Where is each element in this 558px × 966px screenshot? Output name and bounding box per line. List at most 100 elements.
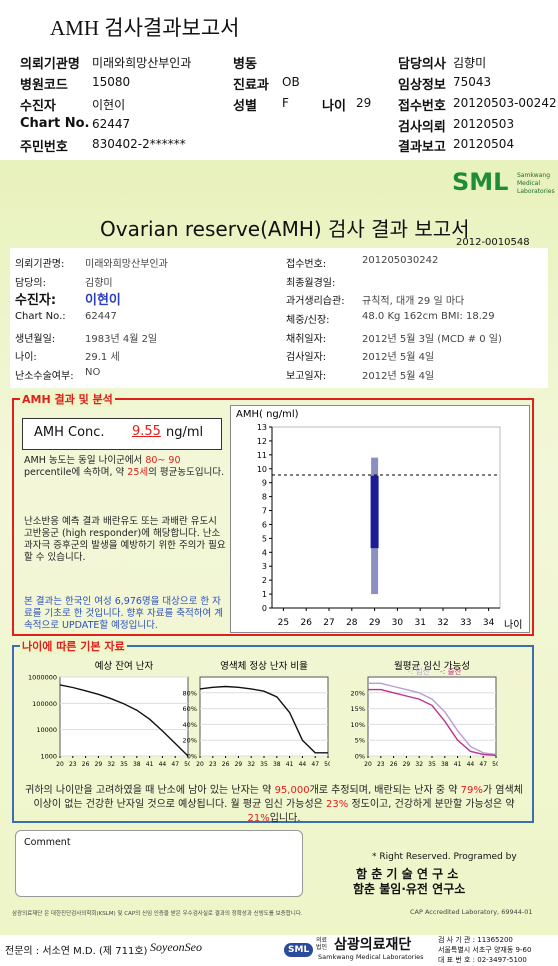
y-axis-title: AMH( ng/ml) bbox=[236, 409, 299, 420]
x-tick-label: 41 bbox=[286, 761, 294, 768]
x-tick-label: 26 bbox=[222, 761, 230, 768]
x-tick-label: 47 bbox=[479, 761, 487, 768]
text-segment: 23% bbox=[326, 799, 349, 810]
field-value: 15080 bbox=[92, 75, 131, 89]
field-value: 이현이 bbox=[92, 98, 126, 112]
info-value: 2012년 5월 4일 bbox=[362, 352, 435, 363]
field-label: Chart No. bbox=[20, 116, 90, 131]
x-tick-label: 35 bbox=[120, 761, 128, 768]
info-value: 이현이 bbox=[85, 293, 121, 308]
field-value: 20120503 bbox=[453, 117, 515, 131]
field-label: 담당의사 bbox=[398, 57, 446, 72]
info-label: 채취일자: bbox=[286, 334, 327, 345]
field-label: 진료과 bbox=[233, 78, 269, 93]
text-segment: percentile에 속하며, 약 bbox=[24, 467, 128, 478]
legend-entry: -: 임신 bbox=[408, 667, 430, 676]
info-label: Chart No.: bbox=[15, 311, 66, 322]
x-tick-label: 26 bbox=[390, 761, 398, 768]
field-label: 수진자 bbox=[20, 99, 56, 114]
info-label: 생년월일: bbox=[15, 334, 56, 345]
x-tick-label: 23 bbox=[377, 761, 385, 768]
y-tick-label: 8 bbox=[262, 493, 267, 502]
amh-value: 9.55 bbox=[132, 424, 161, 439]
patient-info-box bbox=[10, 248, 548, 388]
x-tick-label: 29 bbox=[235, 761, 243, 768]
signature: SoyeonSeo bbox=[150, 940, 202, 954]
contact-line: 대 표 번 호 : 02-3497-5100 bbox=[438, 956, 527, 964]
y-tick-label: 15% bbox=[351, 705, 365, 713]
text-segment: 본 결과는 한국인 여성 6,976명을 대상으로 한 자료를 기초로 한 것입… bbox=[24, 596, 223, 631]
x-tick-label: 32 bbox=[437, 618, 448, 628]
y-tick-label: 60% bbox=[183, 705, 197, 713]
credit-line: 함춘 불임·유전 연구소 bbox=[353, 882, 466, 896]
amh-section-box bbox=[12, 398, 534, 636]
analysis-paragraph: AMH 농도는 동일 나이군에서 80~ 90 percentile에 속하며,… bbox=[24, 455, 228, 479]
amh-value-box bbox=[22, 418, 222, 450]
text-segment: 의 평균농도입니다. bbox=[148, 467, 225, 478]
summary-paragraph: 귀하의 나이만을 고려하였을 때 난소에 남아 있는 난자는 약 95,000개… bbox=[24, 784, 524, 826]
doctor: 전문의 : 서소연 M.D. (제 711호) bbox=[5, 946, 148, 957]
x-axis-title: 나이 bbox=[504, 619, 522, 631]
y-tick-label: 0% bbox=[355, 753, 365, 761]
y-tick-label: 7 bbox=[262, 507, 267, 516]
comment-box bbox=[15, 830, 303, 897]
y-tick-label: 13 bbox=[257, 423, 267, 432]
y-tick-label: 2 bbox=[262, 576, 267, 585]
logo: SML bbox=[452, 168, 509, 196]
x-tick-label: 32 bbox=[107, 761, 115, 768]
info-value: 1983년 4월 2일 bbox=[85, 334, 158, 345]
field-value: F bbox=[282, 96, 289, 110]
info-value: 김향미 bbox=[85, 278, 113, 289]
x-tick-label: 32 bbox=[247, 761, 255, 768]
cap-accreditation: CAP Accredited Laboratory, 69944-01 bbox=[410, 908, 533, 916]
y-tick-label: 20% bbox=[183, 737, 197, 745]
x-tick-label: 47 bbox=[171, 761, 179, 768]
x-tick-label: 50 bbox=[184, 761, 190, 768]
x-tick-label: 27 bbox=[323, 618, 334, 628]
text-segment: 난소반응 예측 결과 배란유도 또는 과배란 유도시 고반응군 (high re… bbox=[24, 516, 226, 563]
y-tick-label: 40% bbox=[183, 721, 197, 729]
x-tick-label: 26 bbox=[300, 618, 312, 628]
y-tick-label: 0% bbox=[187, 753, 197, 761]
text-segment: 개로 추정되며, 배란되는 난자 중 약 bbox=[309, 785, 461, 796]
text-segment: 가 염색체이상이 없는 건강한 난자일 것으로 예상됩니다. 월 평균 임신 가… bbox=[33, 785, 523, 810]
field-label: 성별 bbox=[233, 99, 257, 114]
analysis-paragraph: 난소반응 예측 결과 배란유도 또는 과배란 유도시 고반응군 (high re… bbox=[24, 516, 228, 564]
info-value: 2012년 5월 3일 (MCD # 0 일) bbox=[362, 334, 502, 345]
y-tick-label: 4 bbox=[262, 548, 267, 557]
x-tick-label: 50 bbox=[492, 761, 498, 768]
text-segment: 95,000 bbox=[274, 785, 310, 796]
x-tick-label: 20 bbox=[196, 761, 204, 768]
x-tick-label: 25 bbox=[278, 618, 289, 628]
amh-label: AMH Conc. bbox=[34, 425, 105, 440]
x-tick-label: 26 bbox=[82, 761, 90, 768]
info-value: 29.1 세 bbox=[85, 352, 120, 363]
info-value: 62447 bbox=[85, 311, 117, 322]
info-label: 체중/신장: bbox=[286, 315, 330, 326]
legend-entry: -: 출산 bbox=[440, 666, 462, 676]
x-tick-label: 47 bbox=[311, 761, 319, 768]
y-tick-label: 0 bbox=[262, 604, 267, 613]
x-tick-label: 35 bbox=[260, 761, 268, 768]
y-tick-label: 10000 bbox=[36, 726, 57, 734]
text-segment: 79% bbox=[460, 785, 483, 796]
info-label: 담당의: bbox=[15, 278, 46, 289]
chart-title: 월평균 임신 가능성 bbox=[394, 660, 470, 672]
x-tick-label: 41 bbox=[454, 761, 462, 768]
y-tick-label: 1000 bbox=[40, 753, 57, 761]
comment-label: Comment bbox=[24, 837, 71, 848]
plot-area bbox=[367, 676, 497, 757]
info-value: 규칙적, 대개 29 일 마다 bbox=[362, 296, 465, 307]
text-segment: 80~ 90 bbox=[145, 455, 181, 466]
report-title: Ovarian reserve(AMH) 검사 결과 보고서 bbox=[100, 217, 470, 241]
field-value: 62447 bbox=[92, 117, 131, 131]
field-label: 병동 bbox=[233, 57, 257, 72]
x-tick-label: 29 bbox=[403, 761, 411, 768]
x-tick-label: 23 bbox=[69, 761, 77, 768]
x-tick-label: 20 bbox=[364, 761, 372, 768]
x-tick-label: 20 bbox=[56, 761, 64, 768]
field-label: 주민번호 bbox=[20, 140, 68, 155]
field-value: 75043 bbox=[453, 75, 492, 89]
y-tick-label: 12 bbox=[257, 437, 267, 446]
